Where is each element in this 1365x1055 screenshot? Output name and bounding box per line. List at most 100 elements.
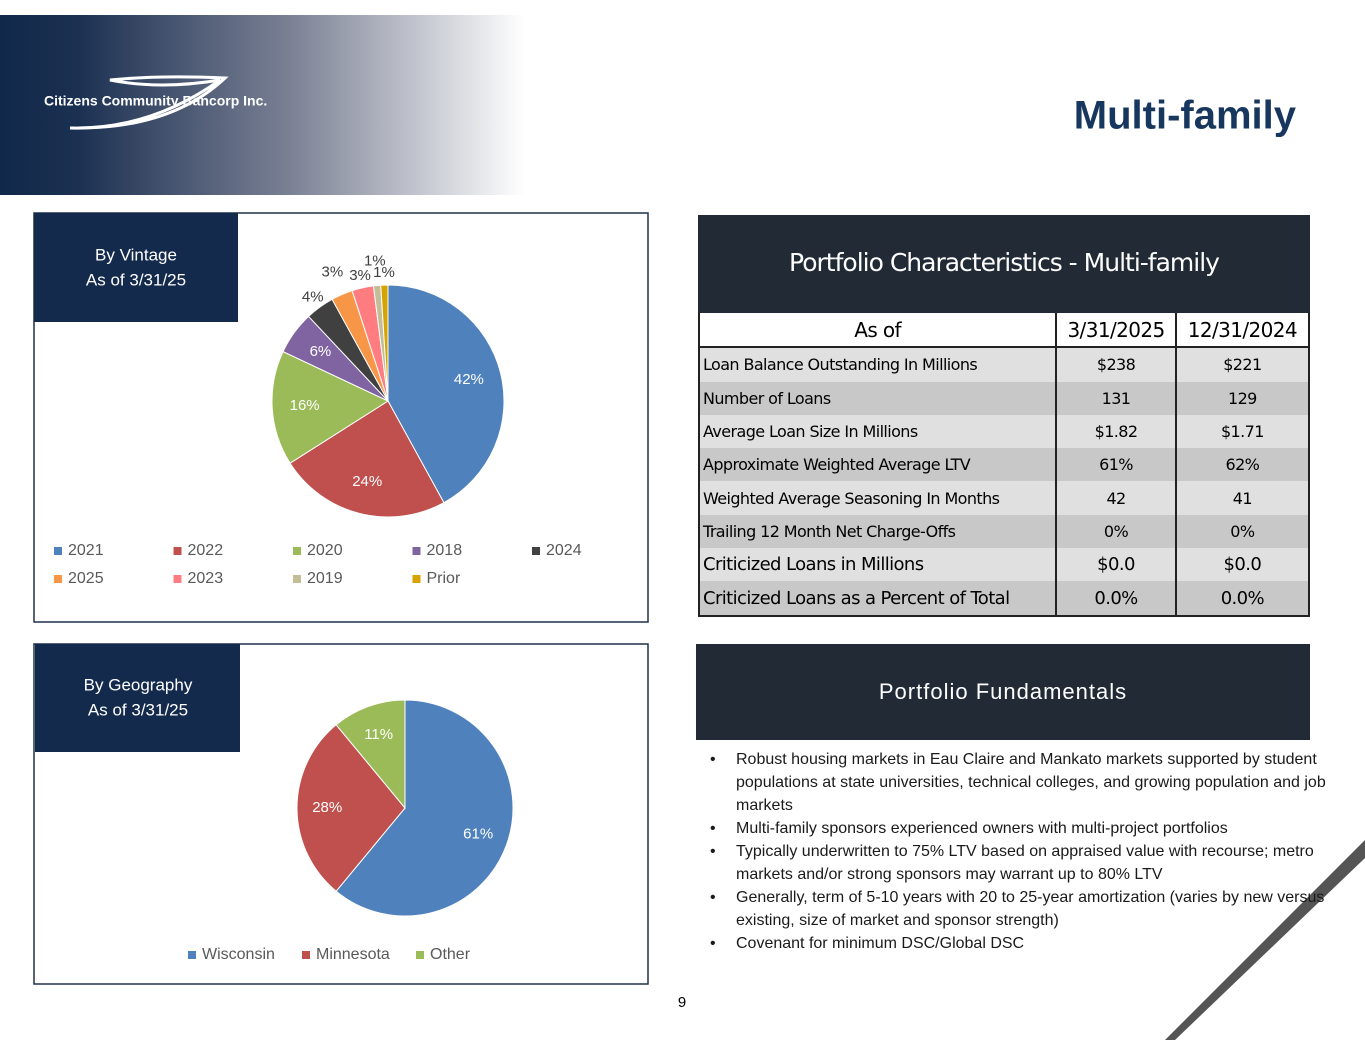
table-cell: 61% <box>1056 448 1177 482</box>
table-cell: $0.0 <box>1056 548 1177 582</box>
data-label: 1% <box>364 253 386 270</box>
table-cell: 42 <box>1056 481 1177 515</box>
table-cell: Criticized Loans in Millions <box>697 548 1058 582</box>
legend-label: 2021 <box>68 542 104 559</box>
legend-label: Wisconsin <box>202 946 275 963</box>
legend-label: 2025 <box>68 570 104 587</box>
legend-swatch <box>416 951 424 959</box>
table-body: As of 3/31/2025 12/31/2024 Loan Balance Out… <box>697 313 1311 617</box>
legend-swatch <box>532 547 540 555</box>
bullet-list: Robust housing markets in Eau Claire and… <box>706 748 1326 955</box>
legend-swatch <box>188 951 196 959</box>
table-header-cell: 12/31/2024 <box>1175 313 1311 349</box>
legend-label: 2018 <box>427 542 463 559</box>
table-row: Loan Balance Outstanding In Millions $238… <box>697 347 1311 382</box>
table-cell: 0.0% <box>1056 581 1177 617</box>
pie-slice <box>335 699 406 810</box>
table-cell: $238 <box>1056 347 1177 382</box>
pie-slice <box>387 284 505 504</box>
table-row: Approximate Weighted Average LTV 61% 62% <box>697 448 1311 482</box>
table-title: Portfolio Characteristics - Multi-family <box>789 248 1220 277</box>
pie-slice <box>335 699 514 917</box>
legend-label: Prior <box>427 570 461 587</box>
data-label: 4% <box>302 288 324 305</box>
pie-slice <box>271 350 390 464</box>
table-cell: 41 <box>1175 481 1311 515</box>
legend-swatch <box>54 575 62 583</box>
table-row: Weighted Average Seasoning In Months 42 41 <box>697 481 1311 515</box>
legend-label: 2022 <box>188 542 224 559</box>
data-label: 6% <box>310 343 332 360</box>
table-row: Criticized Loans as a Percent of Total 0.… <box>697 581 1311 617</box>
table-row: Number of Loans 131 129 <box>697 381 1311 415</box>
table-cell: Average Loan Size In Millions <box>697 414 1058 449</box>
chart-subtitle: As of 3/31/25 <box>88 700 188 719</box>
table-cell: 62% <box>1175 448 1311 482</box>
table-header-cell: As of <box>697 313 1058 349</box>
table-cell: $0.0 <box>1175 548 1311 582</box>
legend-label: 2024 <box>546 542 582 559</box>
bullet-item: Covenant for minimum DSC/Global DSC <box>710 932 1326 955</box>
chart-label-box <box>34 213 238 322</box>
legend-swatch <box>412 547 421 555</box>
table-cell: 0% <box>1175 514 1311 549</box>
table-header-row: As of 3/31/2025 12/31/2024 <box>697 313 1311 349</box>
chart-subtitle: As of 3/31/25 <box>86 270 186 289</box>
table-title-bar <box>698 215 1310 313</box>
data-label: 1% <box>373 264 395 281</box>
data-label: 61% <box>463 825 493 842</box>
chart-title: By Vintage <box>95 245 177 264</box>
data-label: 3% <box>322 263 344 280</box>
table-cell: $1.82 <box>1056 414 1177 449</box>
table-cell: Criticized Loans as a Percent of Total <box>697 581 1058 617</box>
pie-slice <box>289 400 445 518</box>
table-cell: Loan Balance Outstanding In Millions <box>697 347 1058 382</box>
pie-slice <box>296 724 406 892</box>
logo-text: Citizens Community Bancorp Inc. <box>44 93 267 109</box>
data-label: 24% <box>352 473 382 490</box>
data-label: 16% <box>290 397 320 414</box>
logo-swoosh <box>69 75 229 130</box>
legend-label: 2019 <box>307 570 343 587</box>
data-label: 42% <box>454 371 484 388</box>
bullet-item: Generally, term of 5-10 years with 20 to… <box>710 886 1326 932</box>
legend-swatch <box>293 575 301 583</box>
page-number: 9 <box>678 994 686 1011</box>
table-cell: $1.71 <box>1175 414 1311 449</box>
table-cell: Weighted Average Seasoning In Months <box>697 481 1058 515</box>
header-band <box>0 15 525 195</box>
chart-title: By Geography <box>84 675 193 694</box>
bullet-item: Robust housing markets in Eau Claire and… <box>710 748 1326 817</box>
table-cell: Number of Loans <box>697 381 1058 415</box>
legend-label: Minnesota <box>316 946 390 963</box>
data-label: 11% <box>364 726 393 743</box>
chart-label-box <box>35 644 240 752</box>
table-row: Trailing 12 Month Net Charge-Offs 0% 0% <box>697 514 1311 549</box>
bullet-item: Typically underwritten to 75% LTV based … <box>710 840 1326 886</box>
table-cell: 0.0% <box>1175 581 1311 617</box>
data-label: 28% <box>312 799 342 816</box>
table-cell: 129 <box>1175 381 1311 415</box>
slide-title: Multi-family <box>1074 94 1297 138</box>
legend-swatch <box>302 951 310 959</box>
legend-swatch <box>54 547 62 555</box>
table-row: Criticized Loans in Millions $0.0 $0.0 <box>697 548 1311 582</box>
legend-swatch <box>173 547 182 555</box>
fundamentals-bar <box>696 644 1310 740</box>
fundamentals-title: Portfolio Fundamentals <box>879 679 1127 704</box>
table-cell: 0% <box>1056 514 1177 549</box>
table-row: Average Loan Size In Millions $1.82 $1.71 <box>697 414 1311 449</box>
legend-swatch <box>412 575 421 583</box>
data-label: 3% <box>349 267 371 284</box>
legend-label: Other <box>430 946 471 963</box>
table-cell: 131 <box>1056 381 1177 415</box>
legend-swatch <box>293 547 301 555</box>
table-header-cell: 3/31/2025 <box>1056 313 1177 349</box>
table-cell: Approximate Weighted Average LTV <box>697 448 1058 482</box>
bullet-item: Multi-family sponsors experienced owners… <box>710 817 1326 840</box>
table-cell: Trailing 12 Month Net Charge-Offs <box>697 514 1058 549</box>
characteristics-table: As of 3/31/2025 12/31/2024 Loan Balance Out… <box>697 313 1311 617</box>
table-cell: $221 <box>1175 347 1311 382</box>
